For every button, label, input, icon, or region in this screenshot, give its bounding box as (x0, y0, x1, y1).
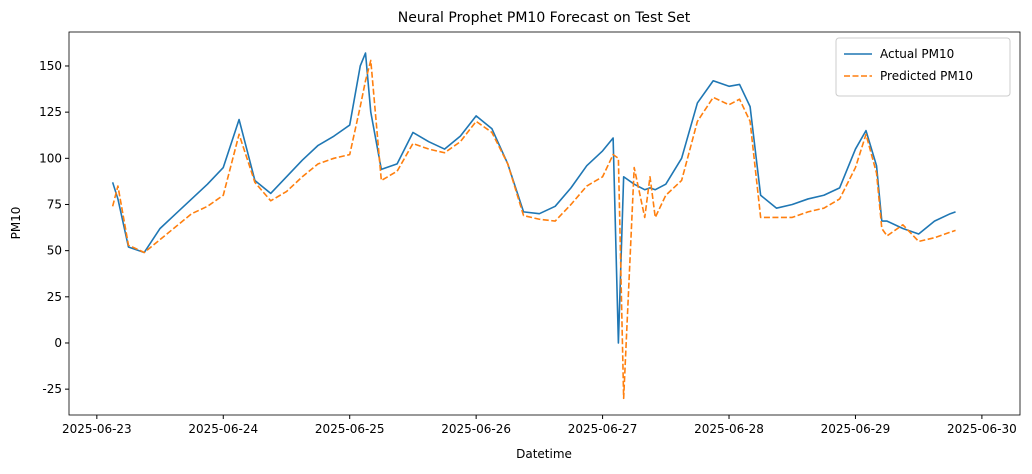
y-tick-label: 125 (39, 105, 62, 119)
y-axis-label: PM10 (9, 207, 23, 240)
series-line (111, 59, 956, 400)
series-line (111, 52, 956, 344)
chart-title: Neural Prophet PM10 Forecast on Test Set (398, 10, 691, 26)
legend-label: Actual PM10 (880, 47, 954, 61)
x-tick-label: 2025-06-29 (821, 422, 891, 436)
legend-box (835, 37, 1011, 97)
y-tick-label: -25 (42, 382, 62, 396)
x-tick-label: 2025-06-30 (947, 422, 1017, 436)
plot-frame (68, 31, 1021, 416)
x-tick-label: 2025-06-24 (188, 422, 258, 436)
x-tick-label: 2025-06-25 (315, 422, 385, 436)
y-tick-label: 150 (39, 59, 62, 73)
x-axis-label: Datetime (516, 447, 572, 461)
y-tick-label: 0 (54, 336, 62, 350)
legend-label: Predicted PM10 (880, 69, 973, 83)
y-tick-label: 50 (47, 244, 62, 258)
x-tick-label: 2025-06-26 (441, 422, 511, 436)
x-tick-label: 2025-06-27 (568, 422, 638, 436)
x-tick-label: 2025-06-23 (62, 422, 132, 436)
y-tick-label: 25 (47, 290, 62, 304)
x-tick-label: 2025-06-28 (694, 422, 764, 436)
y-tick-label: 100 (39, 151, 62, 165)
y-tick-label: 75 (47, 197, 62, 211)
